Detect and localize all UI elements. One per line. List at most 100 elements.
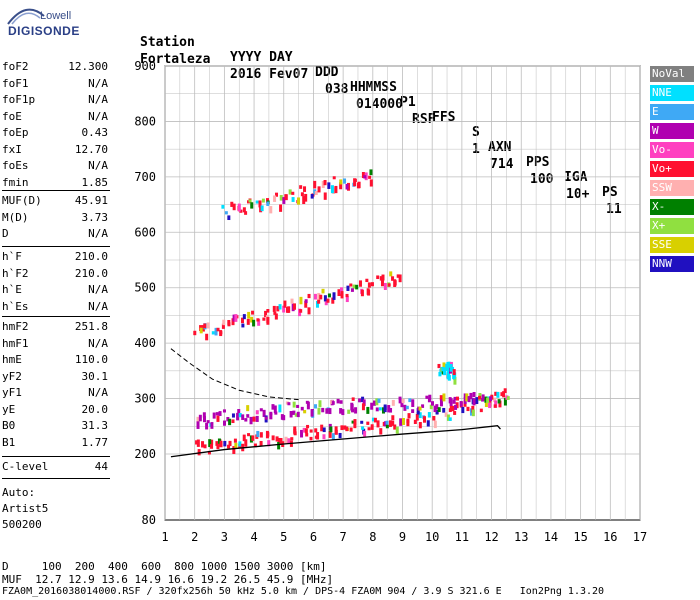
x-tick-label: 11 xyxy=(455,530,469,544)
x-tick-label: 1 xyxy=(161,530,168,544)
echo-point xyxy=(218,411,222,416)
echo-point xyxy=(391,276,395,281)
echo-point xyxy=(196,439,200,447)
echo-point xyxy=(255,410,259,415)
echo-point xyxy=(322,427,326,433)
separator xyxy=(2,190,110,191)
echo-point xyxy=(488,402,492,409)
echo-point xyxy=(391,415,395,421)
param-value: N/A xyxy=(88,299,108,313)
param-name: foF1 xyxy=(2,76,29,90)
param-name: B1 xyxy=(2,435,16,449)
echo-point xyxy=(279,204,283,212)
echo-point xyxy=(467,396,471,403)
echo-point xyxy=(246,318,250,325)
echo-point xyxy=(486,397,490,404)
param-value: 210.0 xyxy=(74,266,108,280)
echo-point xyxy=(481,394,485,400)
echo-point xyxy=(340,425,344,431)
header-row-1: Station YYYY DAY DDD HHMMSS P1 FFS S AXN… xyxy=(140,20,660,200)
echo-point xyxy=(401,418,405,425)
x-tick-label: 15 xyxy=(573,530,587,544)
echo-point xyxy=(363,430,367,437)
x-tick-label: 14 xyxy=(544,530,558,544)
echo-point xyxy=(248,199,252,203)
echo-point xyxy=(271,404,275,410)
echo-point xyxy=(238,441,242,447)
legend-item-w: W xyxy=(650,123,694,139)
echo-point xyxy=(201,441,205,448)
param-value: 20.0 xyxy=(81,402,109,416)
header-station-value: Fortaleza xyxy=(140,52,211,67)
param-value: 12.70 xyxy=(74,142,108,156)
echo-point xyxy=(306,424,310,429)
echo-point xyxy=(363,175,367,179)
param-row: hmE 110.0 xyxy=(2,353,108,366)
echo-point xyxy=(273,311,277,315)
echo-point xyxy=(435,404,439,410)
echo-point xyxy=(341,409,345,416)
header-yyyy-day-label: YYYY DAY xyxy=(230,50,293,65)
echo-point xyxy=(329,400,333,405)
echo-point xyxy=(448,417,452,421)
param-name: h`Es xyxy=(2,299,29,313)
echo-point xyxy=(469,392,473,400)
echo-point xyxy=(381,407,385,414)
separator xyxy=(2,478,110,479)
echo-point xyxy=(236,412,240,421)
echo-point xyxy=(494,391,498,396)
legend-item-e: E xyxy=(650,104,694,120)
echo-point xyxy=(395,426,399,434)
echo-point xyxy=(232,446,236,454)
echo-point xyxy=(484,396,488,403)
param-name: fmin xyxy=(2,175,29,189)
echo-point xyxy=(202,416,206,423)
y-tick-label: 300 xyxy=(134,392,156,406)
echo-point xyxy=(411,399,415,407)
echo-point xyxy=(387,405,391,413)
echo-point xyxy=(304,428,308,434)
echo-trace xyxy=(221,169,373,221)
echo-point xyxy=(479,408,483,413)
echo-point xyxy=(314,404,318,409)
echo-point xyxy=(271,435,275,441)
echo-point xyxy=(251,435,255,441)
echo-point xyxy=(383,405,387,411)
echo-point xyxy=(360,420,364,424)
echo-point xyxy=(351,420,355,424)
echo-point xyxy=(292,401,296,408)
echo-point xyxy=(334,185,338,194)
echo-point xyxy=(266,201,270,206)
echo-point xyxy=(319,294,323,300)
echo-point xyxy=(353,419,357,426)
echo-point xyxy=(345,183,349,190)
echo-point xyxy=(453,376,457,385)
echo-point xyxy=(305,433,309,437)
echo-point xyxy=(324,301,328,306)
header-s-value: 1 xyxy=(472,142,480,157)
echo-point xyxy=(471,409,475,417)
echo-point xyxy=(275,436,279,442)
echo-point xyxy=(453,396,457,401)
param-row: foF1p N/A xyxy=(2,93,108,106)
echo-point xyxy=(452,369,456,376)
y-tick-label: 800 xyxy=(134,114,156,128)
echo-point xyxy=(463,396,467,405)
echo-point xyxy=(287,306,291,313)
echo-point xyxy=(373,400,377,406)
echo-point xyxy=(369,169,373,176)
profile-curve xyxy=(170,425,501,458)
param-value: 210.0 xyxy=(74,250,108,263)
echo-point xyxy=(332,292,336,300)
param-row: h`F2 210.0 xyxy=(2,267,108,280)
echo-point xyxy=(273,405,277,414)
echo-point xyxy=(336,398,340,404)
param-value: 1.77 xyxy=(81,435,109,449)
echo-point xyxy=(385,420,389,425)
echo-point xyxy=(471,405,475,413)
chart-ticks: 1 2 3 4 5 6 7 8 9 10 11 12 13 14 15 16 17802003004005006… xyxy=(134,59,647,544)
chart-grid xyxy=(164,65,641,521)
echo-point xyxy=(246,414,250,418)
echo-point xyxy=(222,319,226,326)
echo-point xyxy=(494,400,498,408)
